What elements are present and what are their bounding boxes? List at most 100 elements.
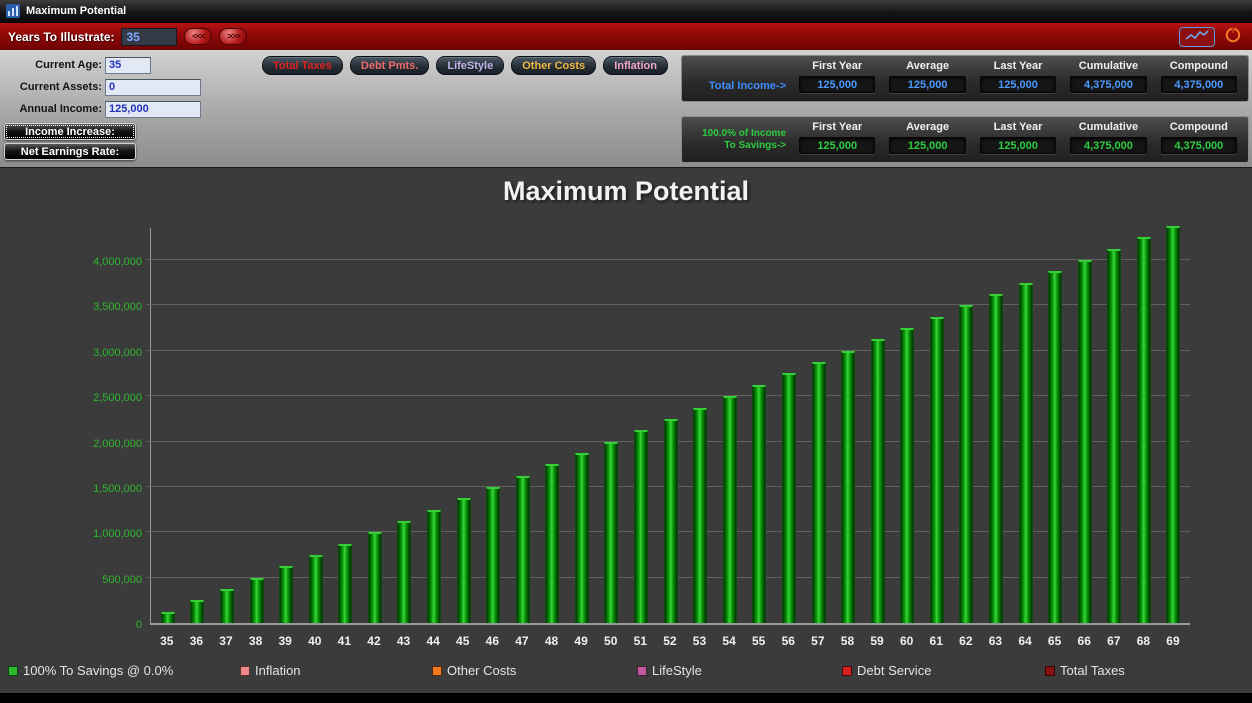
bar-age-37[interactable] bbox=[219, 588, 234, 623]
bar-age-65[interactable] bbox=[1048, 271, 1063, 623]
assumptions-form: Current Age: Current Assets: Annual Inco… bbox=[2, 54, 201, 160]
legend-label: Other Costs bbox=[447, 663, 517, 678]
bar-age-53[interactable] bbox=[693, 407, 708, 623]
x-axis-label: 64 bbox=[1018, 634, 1032, 648]
column-header-last-year: Last Year bbox=[993, 121, 1043, 133]
bottom-strip bbox=[0, 693, 1252, 703]
toggle-inflation[interactable]: Inflation bbox=[603, 56, 668, 75]
bar-age-66[interactable] bbox=[1077, 260, 1092, 623]
app-icon bbox=[6, 4, 20, 18]
legend-item-100-to-savings-0-0: 100% To Savings @ 0.0% bbox=[8, 663, 173, 678]
bar-age-64[interactable] bbox=[1018, 282, 1033, 623]
toggle-other-costs[interactable]: Other Costs bbox=[511, 56, 597, 75]
gridline bbox=[146, 304, 1190, 306]
bar-cell bbox=[656, 228, 686, 623]
x-axis-label: 67 bbox=[1107, 634, 1121, 648]
bar-age-55[interactable] bbox=[752, 384, 767, 623]
toggle-lifestyle[interactable]: LifeStyle bbox=[436, 56, 505, 75]
annual-income-label: Annual Income: bbox=[19, 103, 102, 115]
years-to-illustrate-input[interactable] bbox=[121, 27, 178, 46]
x-axis-label-cell: 40 bbox=[300, 632, 330, 650]
income-summary-panel: Total Income-> First Year Average Last Yea… bbox=[681, 55, 1249, 102]
x-axis-label-cell: 54 bbox=[714, 632, 744, 650]
bar-cell bbox=[981, 228, 1011, 623]
bar-cell bbox=[242, 228, 272, 623]
increase-years-button[interactable]: >>> bbox=[219, 28, 248, 45]
x-axis-label-cell: 55 bbox=[744, 632, 774, 650]
income-row-label: Total Income-> bbox=[708, 80, 786, 92]
value-cell-wrap: 125,000 bbox=[973, 75, 1063, 99]
bar-age-35[interactable] bbox=[160, 611, 175, 623]
bar-age-63[interactable] bbox=[988, 294, 1003, 623]
legend-label: LifeStyle bbox=[652, 663, 702, 678]
x-axis-label: 47 bbox=[515, 634, 529, 648]
input-panel: Current Age: Current Assets: Annual Inco… bbox=[0, 50, 1252, 168]
net-earnings-rate-button[interactable]: Net Earnings Rate: bbox=[4, 143, 136, 160]
bar-age-42[interactable] bbox=[367, 532, 382, 623]
bar-age-58[interactable] bbox=[841, 350, 856, 623]
y-axis-labels: 0 500,000 1,000,000 1,500,000 2,000,000 2,500… bbox=[0, 228, 142, 631]
bar-cell bbox=[745, 228, 775, 623]
annual-income-input[interactable] bbox=[105, 100, 201, 118]
bar-age-57[interactable] bbox=[811, 362, 826, 623]
x-axis-label: 66 bbox=[1077, 634, 1091, 648]
current-assets-row: Current Assets: bbox=[2, 76, 201, 98]
toggle-total-taxes[interactable]: Total Taxes bbox=[262, 56, 343, 75]
x-axis-label-cell: 53 bbox=[685, 632, 715, 650]
bar-age-69[interactable] bbox=[1166, 226, 1181, 623]
bar-age-47[interactable] bbox=[515, 475, 530, 623]
bar-age-52[interactable] bbox=[663, 418, 678, 623]
bar-age-46[interactable] bbox=[486, 486, 501, 623]
income-table-headers: First Year Average Last Year Cumulative Comp… bbox=[792, 58, 1244, 75]
toggle-debt-pmts[interactable]: Debt Pmts. bbox=[349, 56, 430, 75]
bar-age-50[interactable] bbox=[604, 441, 619, 623]
bar-age-68[interactable] bbox=[1136, 237, 1151, 623]
value-cell-wrap: 125,000 bbox=[792, 136, 882, 160]
x-axis-label-cell: 35 bbox=[152, 632, 182, 650]
legend-swatch bbox=[842, 665, 852, 676]
decrease-years-button[interactable]: <<< bbox=[184, 28, 213, 45]
x-axis-label: 61 bbox=[929, 634, 943, 648]
bar-age-56[interactable] bbox=[781, 373, 796, 623]
bar-cell bbox=[597, 228, 627, 623]
y-axis-label: 1,500,000 bbox=[93, 482, 142, 495]
x-axis-label: 37 bbox=[219, 634, 233, 648]
bar-age-62[interactable] bbox=[959, 305, 974, 623]
bar-age-60[interactable] bbox=[900, 328, 915, 623]
window-title: Maximum Potential bbox=[26, 5, 127, 17]
income-increase-button[interactable]: Income Increase: bbox=[4, 123, 136, 140]
bar-age-38[interactable] bbox=[249, 577, 264, 623]
bar-age-43[interactable] bbox=[397, 520, 412, 623]
bar-age-40[interactable] bbox=[308, 554, 323, 623]
x-axis-label: 36 bbox=[189, 634, 204, 648]
bar-cell bbox=[301, 228, 331, 623]
chart-view-button[interactable] bbox=[1179, 26, 1215, 47]
bar-age-54[interactable] bbox=[722, 396, 737, 623]
bar-age-61[interactable] bbox=[929, 316, 944, 623]
bar-age-59[interactable] bbox=[870, 339, 885, 623]
bar-age-48[interactable] bbox=[545, 464, 560, 623]
power-button[interactable] bbox=[1222, 26, 1244, 48]
bar-age-51[interactable] bbox=[634, 430, 649, 623]
bar-cell bbox=[626, 228, 656, 623]
bar-age-41[interactable] bbox=[338, 543, 353, 623]
bar-age-39[interactable] bbox=[279, 566, 294, 623]
x-axis-label-cell: 63 bbox=[981, 632, 1011, 650]
current-age-input[interactable] bbox=[105, 56, 151, 74]
bar-cell bbox=[833, 228, 863, 623]
x-axis-label-cell: 42 bbox=[359, 632, 389, 650]
bar-age-49[interactable] bbox=[574, 452, 589, 623]
bar-age-67[interactable] bbox=[1107, 248, 1122, 623]
current-assets-input[interactable] bbox=[105, 78, 201, 96]
y-axis-label: 2,000,000 bbox=[93, 437, 142, 450]
bar-age-45[interactable] bbox=[456, 498, 471, 623]
income-table-value-last-year: 125,000 bbox=[979, 76, 1057, 93]
bar-age-44[interactable] bbox=[426, 509, 441, 623]
x-axis-label-cell: 60 bbox=[892, 632, 922, 650]
legend-swatch bbox=[8, 665, 18, 676]
value-cell-wrap: 4,375,000 bbox=[1154, 75, 1244, 99]
bar-age-36[interactable] bbox=[190, 600, 205, 623]
cost-toggle-row: Total Taxes Debt Pmts. LifeStyle Other Cost… bbox=[262, 56, 668, 75]
savings-table-value-cumulative: 4,375,000 bbox=[1070, 137, 1147, 154]
bar-cell bbox=[360, 228, 390, 623]
